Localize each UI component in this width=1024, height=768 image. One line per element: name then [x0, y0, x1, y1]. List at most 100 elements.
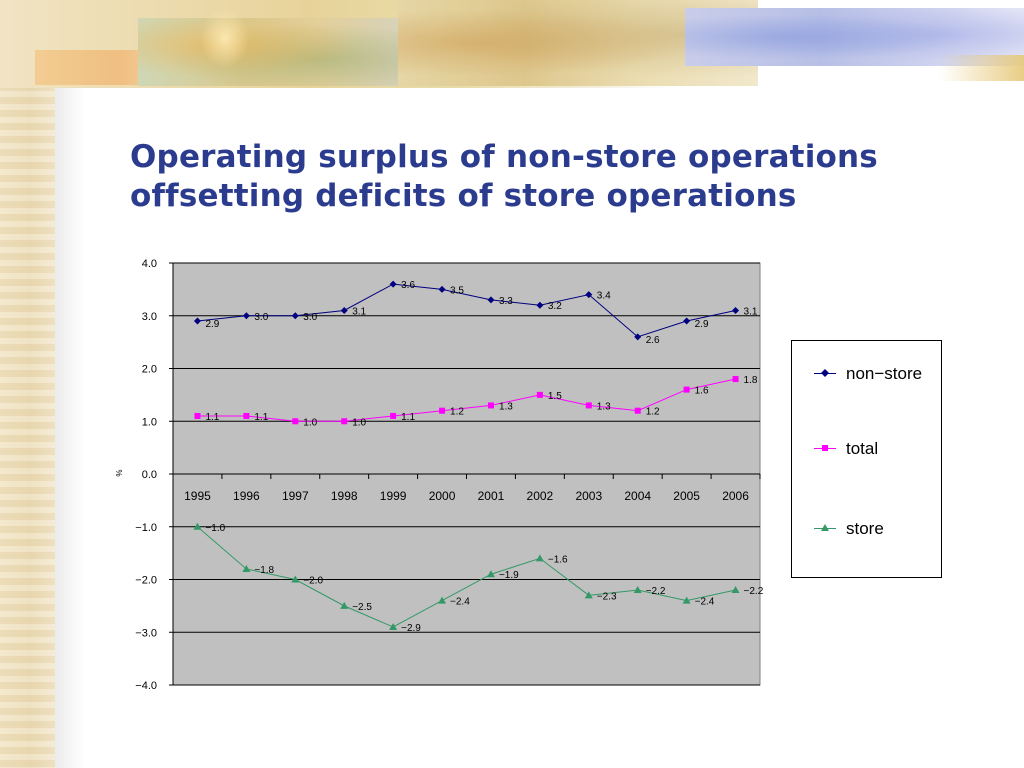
series-line-store	[197, 526, 736, 628]
data-point-nonstore	[389, 280, 397, 288]
data-label: 1.2	[450, 407, 464, 418]
legend-label-non-store: non−store	[846, 364, 923, 383]
data-point-nonstore	[536, 301, 544, 309]
data-point-total	[683, 386, 690, 393]
y-tick-label: −1.0	[135, 522, 157, 534]
data-label: 3.0	[303, 312, 317, 323]
data-label: 1.1	[401, 412, 415, 423]
data-label: −2.9	[401, 623, 421, 634]
data-label: 2.6	[646, 335, 660, 346]
data-point-store	[242, 564, 251, 572]
data-label: 1.3	[597, 401, 611, 412]
data-point-total	[585, 402, 592, 409]
x-tick-label: 1997	[282, 489, 309, 503]
data-label: −2.4	[450, 597, 470, 608]
x-tick-label: 1996	[233, 489, 260, 503]
data-point-store	[535, 554, 544, 562]
data-point-total	[487, 402, 494, 409]
data-point-store	[291, 575, 300, 583]
series-line-total	[197, 378, 736, 422]
data-point-total	[194, 412, 201, 419]
legend-label-total: total	[846, 439, 879, 458]
data-label: 2.9	[695, 319, 709, 330]
banner-wheat-highlight	[940, 55, 1024, 81]
data-label: 3.1	[352, 306, 366, 317]
y-tick-label: −4.0	[135, 680, 157, 692]
data-label: −2.0	[303, 576, 323, 587]
y-tick-label: 4.0	[142, 258, 157, 270]
data-label: −1.6	[548, 554, 568, 565]
x-tick-label: 1998	[331, 489, 358, 503]
data-point-total	[243, 412, 250, 419]
data-label: 3.2	[548, 301, 562, 312]
x-tick-label: 1999	[380, 489, 407, 503]
data-label: −2.2	[646, 586, 666, 597]
data-point-store	[389, 622, 398, 630]
data-label: 1.1	[254, 412, 268, 423]
data-point-total	[390, 412, 397, 419]
data-label: 1.3	[499, 401, 513, 412]
decorative-left-strip	[0, 0, 55, 768]
data-point-store	[584, 591, 593, 599]
x-tick-label: 2001	[478, 489, 505, 503]
y-tick-label: 2.0	[142, 364, 157, 376]
data-label: 1.2	[646, 407, 660, 418]
data-label: −2.5	[352, 602, 372, 613]
y-tick-label: −3.0	[135, 627, 157, 639]
data-label: 3.1	[744, 306, 758, 317]
data-label: 1.0	[352, 417, 366, 428]
data-label: −2.4	[695, 597, 715, 608]
chart-legend: non−store total store	[791, 340, 942, 578]
x-tick-label: 2005	[673, 489, 700, 503]
x-tick-label: 1995	[184, 489, 211, 503]
data-point-total	[536, 391, 543, 398]
x-tick-label: 2003	[575, 489, 602, 503]
data-label: −1.9	[499, 570, 519, 581]
legend-symbol-store	[814, 518, 836, 538]
legend-item-non-store: non−store	[814, 363, 923, 386]
x-tick-label: 2000	[429, 489, 456, 503]
decorative-left-shadow	[55, 85, 85, 768]
decorative-top-banner	[0, 0, 1024, 88]
data-point-nonstore	[291, 312, 299, 320]
data-label: 1.5	[548, 391, 562, 402]
data-label: 3.4	[597, 291, 611, 302]
y-tick-label: 0.0	[142, 469, 157, 481]
x-tick-label: 2002	[527, 489, 554, 503]
x-tick-label: 2004	[624, 489, 651, 503]
data-point-store	[633, 586, 642, 594]
data-point-nonstore	[242, 312, 250, 320]
data-point-nonstore	[634, 333, 642, 341]
y-tick-label: 1.0	[142, 416, 157, 428]
data-point-total	[292, 418, 299, 425]
slide-title: Operating surplus of non-store operation…	[130, 138, 990, 216]
data-point-nonstore	[732, 306, 740, 314]
data-point-nonstore	[193, 317, 201, 325]
data-point-nonstore	[683, 317, 691, 325]
data-label: 1.0	[303, 417, 317, 428]
data-label: 1.6	[695, 386, 709, 397]
data-point-store	[731, 586, 740, 594]
data-label: −2.3	[597, 591, 617, 602]
x-tick-label: 2006	[722, 489, 749, 503]
y-axis-label: %	[115, 469, 124, 476]
data-point-store	[486, 570, 495, 578]
data-label: 3.3	[499, 296, 513, 307]
data-point-store	[193, 522, 202, 530]
data-label: 1.8	[744, 375, 758, 386]
data-label: −1.0	[205, 523, 225, 534]
legend-symbol-total	[814, 438, 836, 458]
data-label: −1.8	[254, 565, 274, 576]
data-point-total	[341, 418, 348, 425]
legend-item-store: store	[814, 518, 906, 541]
data-label: 2.9	[205, 319, 219, 330]
data-label: 1.1	[205, 412, 219, 423]
y-tick-label: −2.0	[135, 575, 157, 587]
legend-symbol-non-store	[814, 363, 836, 383]
data-point-total	[732, 376, 739, 383]
slide-title-line-2: offsetting deficits of store operations	[130, 178, 797, 214]
data-label: 3.5	[450, 285, 464, 296]
data-point-nonstore	[340, 306, 348, 314]
slide-title-line-1: Operating surplus of non-store operation…	[130, 139, 878, 175]
data-point-total	[439, 407, 446, 414]
